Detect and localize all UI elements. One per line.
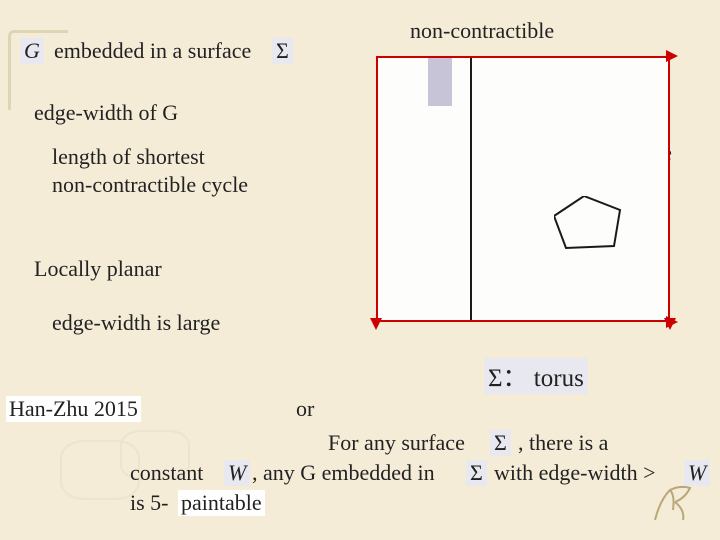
text-forany: For any surface (328, 430, 465, 456)
text-thereis: , there is a (518, 430, 608, 456)
text-paintable: paintable (178, 490, 265, 516)
noncontractible-cycle (470, 58, 472, 320)
symbol-w-2: W (684, 460, 710, 486)
text-constant: constant (130, 460, 203, 486)
text-locally: Locally planar (34, 256, 162, 282)
torus-rectangle (376, 56, 670, 322)
text-shortest2: non-contractible cycle (52, 172, 248, 198)
text-embedded: embedded in a surface (54, 38, 251, 64)
torus-label: Σ： torus (484, 358, 588, 394)
slide-content: G embedded in a surface Σ non-contractib… (0, 0, 720, 540)
symbol-w: W (224, 460, 250, 486)
symbol-g: G (20, 38, 44, 64)
text-withew: with edge-width > (494, 460, 656, 486)
symbol-sigma-2: Σ (490, 430, 511, 456)
text-shortest1: length of shortest (52, 144, 205, 170)
noncontractible-seg (428, 58, 452, 106)
text-ewlarge: edge-width is large (52, 310, 220, 336)
text-or: or (296, 396, 314, 422)
label-noncontractible: non-contractible (410, 18, 554, 44)
symbol-sigma-3: Σ (466, 460, 487, 486)
contractible-cycle (554, 196, 626, 252)
arrow-right-v (664, 318, 676, 330)
text-edgewidth: edge-width of G (34, 100, 178, 126)
text-hanzhu: Han-Zhu 2015 (6, 396, 141, 422)
arrow-top (666, 50, 678, 62)
text-anyg: , any G embedded in (252, 460, 435, 486)
symbol-sigma: Σ (272, 38, 293, 64)
arrow-left (370, 318, 382, 330)
text-is5: is 5- (130, 490, 169, 516)
torus-diagram (376, 56, 670, 322)
pentagon-shape (554, 196, 620, 248)
